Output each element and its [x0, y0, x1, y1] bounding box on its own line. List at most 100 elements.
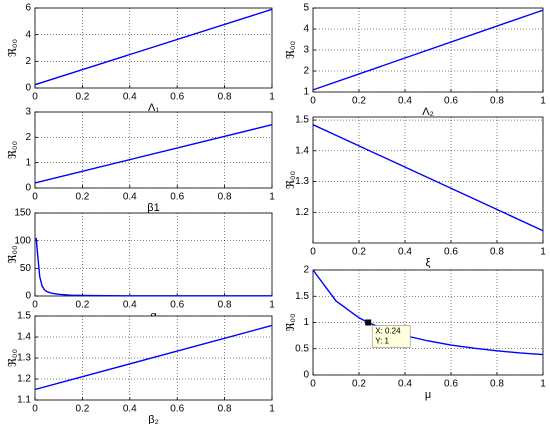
x-axis-label: β₂ [148, 414, 159, 424]
y-tick-label: 1 [303, 317, 309, 328]
axes-frame [34, 7, 273, 89]
x-tick-label: 1 [269, 300, 275, 311]
y-tick-label: 0 [303, 370, 309, 381]
subplot: 0 0.2 0.4 0.6 0.8 1 0 2 4 6 Λ₁ ℜ₀₀ [7, 3, 275, 114]
x-tick-label: 0.8 [218, 92, 232, 103]
x-tick-label: 0 [32, 92, 38, 103]
x-tick-label: 0.4 [123, 92, 137, 103]
axes-frame [34, 315, 273, 401]
x-tick-label: 0 [310, 379, 316, 390]
x-tick-label: 0.2 [75, 92, 89, 103]
y-tick-label: 0 [25, 291, 31, 302]
x-tick-label: 0.8 [490, 379, 504, 390]
data-line [34, 123, 273, 184]
x-tick-label: 1 [540, 247, 546, 258]
y-tick-label: 1.1 [17, 395, 31, 406]
x-tick-label: 0 [32, 300, 38, 311]
x-axis-label: β1 [147, 202, 159, 214]
subplot: 0 0.2 0.4 0.6 0.8 1 1.1 1.2 1.3 1.4 1.5 β₂ ℜ₀₀ [7, 311, 275, 424]
y-tick-label: 1 [25, 157, 31, 168]
subplot: 0 0.2 0.4 0.6 0.8 1 1.2 1.3 1.4 1.5 ξ ℜ₀₀ [285, 115, 546, 269]
x-tick-label: 0.6 [170, 300, 184, 311]
x-tick-label: 0.6 [444, 96, 458, 107]
y-tick-label: 1.2 [295, 207, 309, 218]
x-tick-label: 0.6 [170, 404, 184, 415]
x-tick-label: 0 [310, 247, 316, 258]
x-tick-label: 0.2 [352, 247, 366, 258]
x-tick-label: 0.2 [75, 404, 89, 415]
data-line [35, 237, 272, 297]
x-tick-label: 0.2 [75, 192, 89, 203]
y-axis-label: ℜ₀₀ [7, 349, 19, 367]
x-tick-label: 1 [269, 192, 275, 203]
data-line [34, 324, 273, 391]
y-axis-label: ℜ₀₀ [285, 41, 297, 59]
y-tick-label: 2 [25, 132, 31, 143]
datatip-label: Y: 1 [375, 337, 389, 346]
x-tick-label: 0.8 [490, 96, 504, 107]
x-tick-label: 0.4 [398, 96, 412, 107]
y-tick-label: 1.2 [17, 374, 31, 385]
x-tick-label: 0.4 [398, 379, 412, 390]
subplot: 0 0.2 0.4 0.6 0.8 1 0 1 2 3 β1 ℜ₀₀ [7, 107, 275, 214]
data-line [312, 9, 544, 91]
y-tick-label: 1.3 [295, 176, 309, 187]
y-tick-label: 1.5 [17, 311, 31, 322]
y-tick-label: 150 [14, 208, 31, 219]
x-tick-label: 0.4 [123, 300, 137, 311]
y-tick-label: 2 [303, 265, 309, 276]
x-tick-label: 0.4 [398, 247, 412, 258]
y-tick-label: 1.5 [295, 115, 309, 126]
axes-frame [312, 7, 544, 93]
x-tick-label: 0.8 [490, 247, 504, 258]
x-tick-label: 0.4 [123, 192, 137, 203]
y-tick-label: 0 [25, 83, 31, 94]
x-tick-label: 1 [540, 379, 546, 390]
x-tick-label: 0.2 [352, 96, 366, 107]
y-axis-label: ℜ₀₀ [7, 39, 19, 57]
y-tick-label: 3 [25, 107, 31, 118]
y-tick-label: 1.3 [17, 353, 31, 364]
x-tick-label: 0.4 [123, 404, 137, 415]
x-tick-label: 0 [32, 192, 38, 203]
y-tick-label: 0 [25, 183, 31, 194]
x-tick-label: 0.6 [444, 379, 458, 390]
y-tick-label: 4 [303, 24, 309, 35]
x-tick-label: 0 [310, 96, 316, 107]
y-axis-label: ℜ₀₀ [7, 141, 19, 159]
y-tick-label: 3 [303, 45, 309, 56]
axes-frame [312, 116, 544, 244]
x-tick-label: 1 [540, 96, 546, 107]
x-axis-label: Λ₂ [422, 106, 434, 118]
x-tick-label: 0.2 [75, 300, 89, 311]
y-tick-label: 1.5 [295, 291, 309, 302]
y-tick-label: 4 [25, 29, 31, 40]
y-tick-label: 5 [303, 3, 309, 14]
x-tick-label: 0.6 [170, 192, 184, 203]
plot-area [35, 213, 272, 296]
y-tick-label: 6 [25, 3, 31, 14]
data-line [312, 124, 544, 232]
subplot: 0 0.2 0.4 0.6 0.8 1 1 2 3 4 5 Λ₂ ℜ₀₀ [285, 3, 546, 118]
y-tick-label: 0.5 [295, 343, 309, 354]
y-axis-label: ℜ₀₀ [285, 313, 297, 331]
y-tick-label: 1 [303, 87, 309, 98]
y-axis-label: ℜ₀₀ [7, 245, 19, 263]
y-tick-label: 2 [303, 66, 309, 77]
datatip-marker [365, 319, 372, 326]
x-tick-label: 0.2 [352, 379, 366, 390]
y-tick-label: 100 [14, 235, 31, 246]
plot-area [313, 117, 543, 243]
data-line [312, 269, 544, 356]
y-tick-label: 1.4 [295, 145, 309, 156]
y-tick-label: 50 [20, 263, 32, 274]
y-axis-label: ℜ₀₀ [285, 171, 297, 189]
plot-area [35, 112, 272, 188]
x-tick-label: 0.8 [218, 192, 232, 203]
datatip-box [371, 325, 411, 348]
x-axis-label: μ [425, 389, 431, 401]
axes-frame [312, 269, 544, 376]
x-axis-label: Λ₁ [148, 102, 159, 114]
